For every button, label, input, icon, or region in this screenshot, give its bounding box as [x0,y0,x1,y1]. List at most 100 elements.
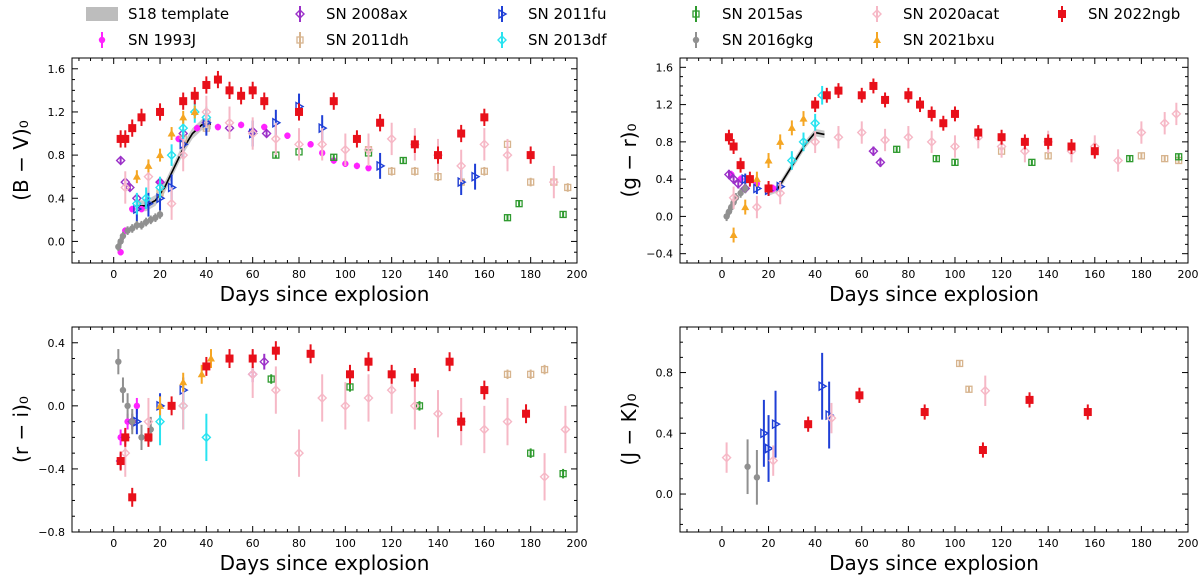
data-point [410,140,419,149]
legend-entry-sn-2021bxu: SN 2021bxu [873,31,995,49]
data-point [166,198,177,209]
y-tick-label: 1.6 [656,61,674,74]
data-point [144,433,153,442]
data-point [399,156,407,165]
legend-label: SN 2011fu [528,5,606,23]
data-point [131,198,142,209]
plot-frame [679,326,1189,533]
data-point [137,113,146,122]
data-point [939,119,948,128]
data-point [155,182,166,193]
data-point [247,369,258,380]
data-point [346,383,354,391]
data-point [776,137,785,145]
x-tick-label: 100 [944,537,965,550]
data-point [409,400,420,411]
data-point [115,155,126,166]
data-point [306,349,315,358]
data-point [787,123,796,131]
series-sn-2021bxu [729,111,808,243]
data-point [121,134,130,143]
data-point [363,144,374,155]
x-tick-label: 60 [246,537,260,550]
data-point [745,175,754,184]
data-point [893,145,901,153]
series-sn-1993j [117,121,372,256]
data-point [202,362,211,371]
data-point [974,128,983,137]
data-point [156,151,165,159]
x-tick-label: 80 [292,268,306,281]
data-point [197,370,206,378]
y-tick-label: 0.4 [48,337,66,350]
data-point [733,178,744,189]
data-point [340,144,351,155]
data-point [179,97,188,106]
data-point [875,157,886,168]
data-point [121,433,130,442]
data-point [329,97,338,106]
series-sn-2022ngb [804,387,1092,458]
data-point [729,142,738,151]
legend-label: SN 2013df [528,31,607,49]
data-point [225,86,234,95]
legend-marker [295,9,305,19]
data-point [317,392,328,403]
data-point [1126,154,1134,163]
data-point [742,185,749,192]
data-point [386,133,397,144]
data-point [1025,395,1034,404]
y-tick-label: 0.8 [656,367,674,380]
legend-marker [692,10,700,18]
data-point [445,357,454,366]
series-sn-2011dh [997,147,1183,165]
data-point [178,400,189,411]
data-point [729,231,738,239]
x-tick-label: 60 [855,537,869,550]
x-tick-label: 80 [901,268,915,281]
data-point [138,434,145,441]
data-point [434,173,442,181]
data-point [811,100,820,109]
y-tick-label: 0.4 [656,173,674,186]
y-tick-label: 1.6 [48,63,66,76]
data-point [179,113,188,121]
data-point [479,424,490,435]
data-point [128,124,137,133]
data-point [434,151,443,160]
data-point [1083,408,1092,417]
series-sn-2020acat [120,350,571,501]
data-point [387,370,396,379]
data-point [949,141,960,152]
data-point [116,457,125,466]
data-point [752,175,761,183]
data-point [786,155,797,166]
data-point [143,416,154,427]
legend-swatch [86,7,118,21]
y-tick-label: −0.4 [38,463,65,476]
data-point [156,211,164,218]
data-point [527,449,535,457]
data-point [214,123,222,131]
data-point [178,150,189,161]
panel-r-minus-i: 0 20 40 60 80 100 120 140 160 180 200 −0.8 −0.4 0.0 0.… [9,326,588,575]
y-tick-label: 1.2 [656,99,674,112]
series-sn-2021bxu [156,349,215,416]
data-point [771,418,781,430]
data-point [179,378,188,386]
x-tick-label: 200 [567,537,588,550]
data-point [522,409,531,418]
data-point [527,178,535,186]
data-point [1113,155,1124,166]
data-point [143,171,154,182]
data-point [810,136,821,147]
data-point [559,210,567,219]
data-point [284,132,291,139]
data-point [248,354,257,363]
data-point [833,132,844,143]
data-point [1159,118,1170,129]
data-point [260,97,269,106]
data-point [330,153,338,161]
legend-label: SN 2022ngb [1088,5,1180,23]
data-point [978,446,987,454]
